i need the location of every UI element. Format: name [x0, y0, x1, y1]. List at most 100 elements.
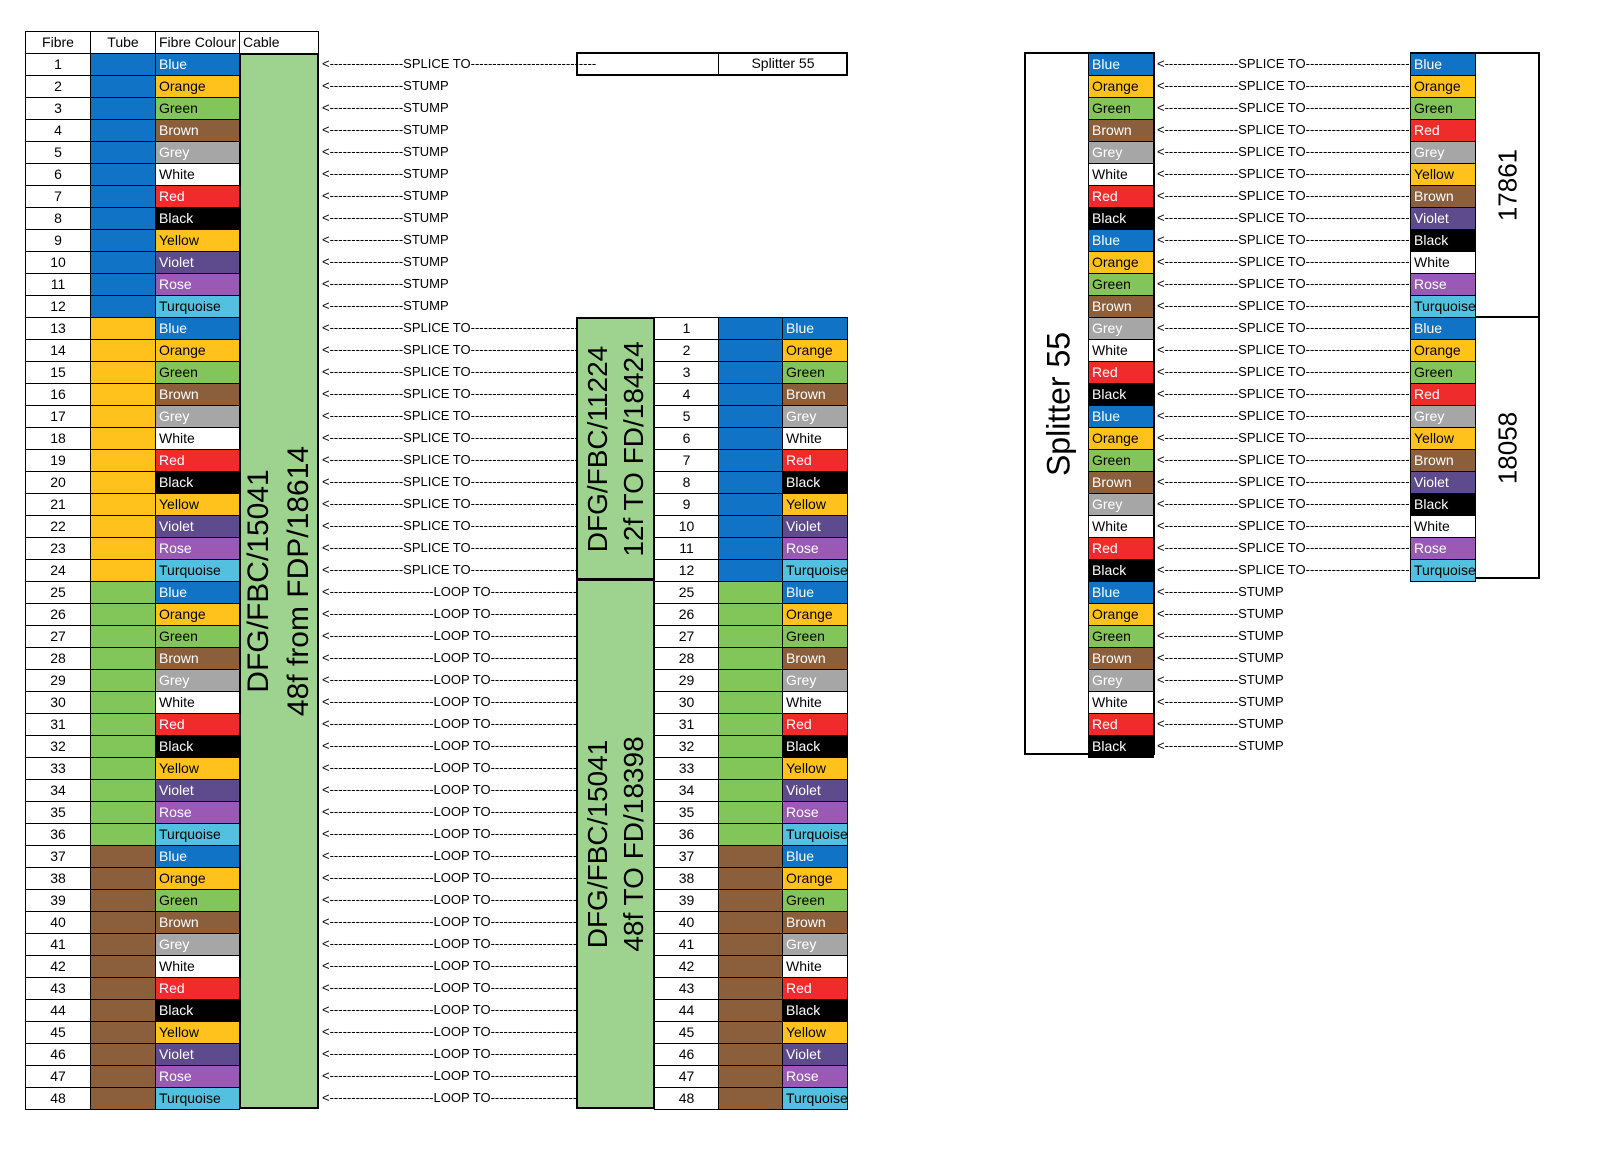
right-fibre-colour: White	[782, 691, 848, 714]
target-port-colour: Green	[1410, 361, 1476, 384]
left-fibre-number: 32	[25, 735, 91, 758]
left-connection: <------------------------LOOP TO--------…	[322, 980, 608, 995]
left-fibre-number: 20	[25, 471, 91, 494]
right-fibre-number: 42	[654, 955, 719, 978]
left-tube-swatch	[90, 603, 156, 626]
left-connection: <------------------------LOOP TO--------…	[322, 782, 608, 797]
target-port-colour: Black	[1410, 229, 1476, 252]
right-tube-swatch	[718, 757, 783, 780]
left-connection: <------------------------LOOP TO--------…	[322, 892, 608, 907]
left-fibre-number: 14	[25, 339, 91, 362]
left-tube-swatch	[90, 449, 156, 472]
left-fibre-number: 45	[25, 1021, 91, 1044]
left-fibre-number: 11	[25, 273, 91, 296]
left-cable-line1: DFG/FBC/15041	[242, 469, 275, 693]
left-fibre-number: 10	[25, 251, 91, 274]
right-fibre-colour: Orange	[782, 339, 848, 362]
splitter-connection: <-----------------SPLICE TO-------------…	[1157, 518, 1432, 533]
left-fibre-colour: Violet	[155, 515, 240, 538]
right-fibre-number: 7	[654, 449, 719, 472]
target-port-colour: Red	[1410, 119, 1476, 142]
left-connection: <------------------------LOOP TO--------…	[322, 606, 608, 621]
left-tube-swatch	[90, 977, 156, 1000]
right-tube-swatch	[718, 669, 783, 692]
left-connection: <------------------------LOOP TO--------…	[322, 1068, 608, 1083]
left-fibre-colour: White	[155, 427, 240, 450]
left-connection: <-----------------SPLICE TO-------------…	[322, 452, 597, 467]
left-connection: <-----------------STUMP	[322, 210, 449, 225]
splitter-port-colour: Grey	[1088, 317, 1154, 340]
left-tube-swatch	[90, 229, 156, 252]
left-connection: <-----------------SPLICE TO-------------…	[322, 408, 597, 423]
right-fibre-number: 4	[654, 383, 719, 406]
left-tube-swatch	[90, 1065, 156, 1088]
left-tube-swatch	[90, 999, 156, 1022]
left-fibre-colour: White	[155, 691, 240, 714]
left-tube-swatch	[90, 955, 156, 978]
left-fibre-number: 18	[25, 427, 91, 450]
right-tube-swatch	[718, 1021, 783, 1044]
splitter-port-colour: Black	[1088, 559, 1154, 582]
left-connection: <------------------------LOOP TO--------…	[322, 738, 608, 753]
splitter-port-colour: Black	[1088, 735, 1154, 758]
left-fibre-colour: Red	[155, 449, 240, 472]
right-fibre-number: 11	[654, 537, 719, 560]
left-tube-swatch	[90, 889, 156, 912]
left-fibre-number: 7	[25, 185, 91, 208]
left-connection: <------------------------LOOP TO--------…	[322, 672, 608, 687]
right-fibre-colour: Green	[782, 889, 848, 912]
right-tube-swatch	[718, 691, 783, 714]
left-fibre-colour: Grey	[155, 141, 240, 164]
right-fibre-number: 41	[654, 933, 719, 956]
right-fibre-number: 27	[654, 625, 719, 648]
splitter-connection: <-----------------SPLICE TO-------------…	[1157, 210, 1432, 225]
splitter-port-colour: Red	[1088, 537, 1154, 560]
left-fibre-colour: Blue	[155, 53, 240, 76]
left-connection: <-----------------STUMP	[322, 122, 449, 137]
right-fibre-colour: Blue	[782, 317, 848, 340]
right-fibre-number: 47	[654, 1065, 719, 1088]
splitter-connection: <-----------------SPLICE TO-------------…	[1157, 276, 1432, 291]
splitter-port-colour: Orange	[1088, 75, 1154, 98]
splitter-connection: <-----------------STUMP	[1157, 716, 1284, 731]
cable-12f-label: DFG/FBC/11224 12f TO FD/18424	[580, 341, 652, 556]
target-port-colour: Rose	[1410, 537, 1476, 560]
splitter-connection: <-----------------STUMP	[1157, 584, 1284, 599]
right-fibre-number: 26	[654, 603, 719, 626]
target-port-colour: Orange	[1410, 339, 1476, 362]
target-port-colour: Black	[1410, 493, 1476, 516]
left-connection: <-----------------SPLICE TO-------------…	[322, 56, 597, 71]
left-connection: <------------------------LOOP TO--------…	[322, 1024, 608, 1039]
left-tube-swatch	[90, 119, 156, 142]
splitter-connection: <-----------------SPLICE TO-------------…	[1157, 430, 1432, 445]
left-connection: <-----------------SPLICE TO-------------…	[322, 562, 597, 577]
left-connection: <------------------------LOOP TO--------…	[322, 760, 608, 775]
left-fibre-colour: Blue	[155, 317, 240, 340]
left-fibre-colour: Blue	[155, 845, 240, 868]
left-fibre-number: 19	[25, 449, 91, 472]
left-connection: <-----------------SPLICE TO-------------…	[322, 364, 597, 379]
left-connection: <------------------------LOOP TO--------…	[322, 958, 608, 973]
splitter-connection: <-----------------SPLICE TO-------------…	[1157, 78, 1432, 93]
left-connection: <------------------------LOOP TO--------…	[322, 716, 608, 731]
left-fibre-colour: Orange	[155, 75, 240, 98]
left-tube-swatch	[90, 625, 156, 648]
splitter-port-colour: Orange	[1088, 603, 1154, 626]
left-connection: <------------------------LOOP TO--------…	[322, 628, 608, 643]
right-tube-swatch	[718, 845, 783, 868]
right-tube-swatch	[718, 977, 783, 1000]
splitter-port-colour: Grey	[1088, 669, 1154, 692]
right-tube-swatch	[718, 889, 783, 912]
left-fibre-colour: Red	[155, 713, 240, 736]
left-tube-swatch	[90, 317, 156, 340]
right-fibre-number: 39	[654, 889, 719, 912]
splitter-connection: <-----------------SPLICE TO-------------…	[1157, 562, 1432, 577]
left-fibre-number: 28	[25, 647, 91, 670]
left-tube-swatch	[90, 141, 156, 164]
right-fibre-colour: Grey	[782, 933, 848, 956]
right-tube-swatch	[718, 801, 783, 824]
splitter-port-colour: Brown	[1088, 647, 1154, 670]
splitter-connection: <-----------------STUMP	[1157, 694, 1284, 709]
left-fibre-colour: Brown	[155, 119, 240, 142]
splitter-connection: <-----------------STUMP	[1157, 650, 1284, 665]
